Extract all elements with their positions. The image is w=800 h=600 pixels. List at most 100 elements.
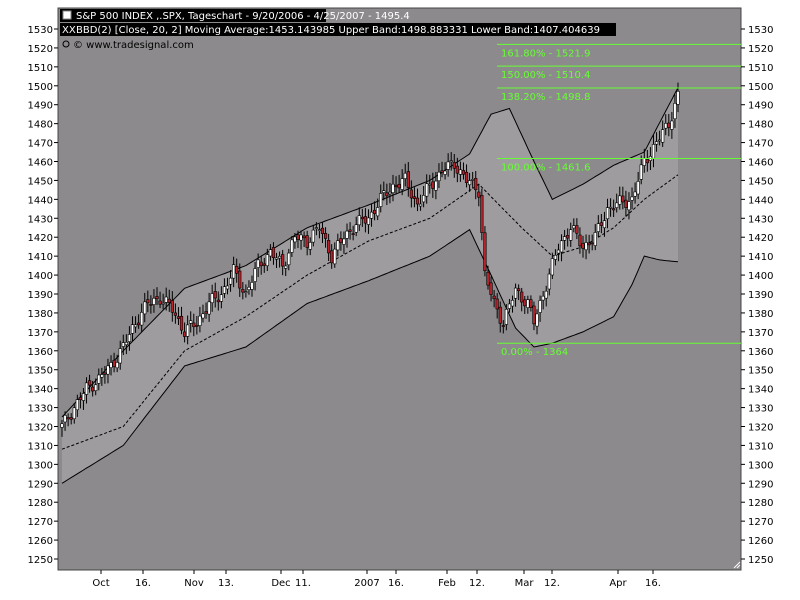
candle-body xyxy=(391,183,395,193)
y-tick-label-left: 1300 xyxy=(28,460,53,471)
candle-body xyxy=(504,308,508,325)
x-tick-label: 12. xyxy=(469,578,485,589)
candle-body xyxy=(363,216,368,224)
candle-body xyxy=(608,206,613,209)
candle-body xyxy=(676,91,680,105)
candle-body xyxy=(115,362,119,369)
candle-body xyxy=(75,399,79,411)
candle-body xyxy=(164,296,168,303)
y-tick-label-left: 1400 xyxy=(28,271,53,282)
candle-body xyxy=(440,170,444,173)
candle-body xyxy=(636,181,640,195)
candle-body xyxy=(130,324,135,334)
candle-body xyxy=(207,301,211,315)
candle-body xyxy=(538,300,542,313)
resize-grip-icon[interactable] xyxy=(733,561,741,569)
candle-body xyxy=(320,227,325,234)
y-tick-label-left: 1420 xyxy=(28,233,53,244)
candle-body xyxy=(161,302,165,305)
x-tick-label: Dec xyxy=(271,578,290,589)
x-tick-label: 16. xyxy=(645,578,661,589)
candle-body xyxy=(284,265,288,269)
y-tick-label-right: 1450 xyxy=(748,176,773,187)
candle-body xyxy=(464,171,469,183)
candle-body xyxy=(615,202,619,208)
candle-body xyxy=(314,227,318,229)
y-tick-label-right: 1530 xyxy=(748,25,773,36)
candle-body xyxy=(397,184,401,189)
candle-body xyxy=(155,296,159,300)
candle-body xyxy=(167,298,171,303)
candle-body xyxy=(418,203,423,207)
x-tick-label: 16. xyxy=(388,578,404,589)
candle-body xyxy=(232,264,236,279)
y-tick-label-right: 1460 xyxy=(748,158,773,169)
candle-body xyxy=(376,207,380,217)
candle-body xyxy=(474,178,478,191)
candle-body xyxy=(584,242,588,251)
candle-body xyxy=(311,229,315,243)
y-tick-label-left: 1280 xyxy=(28,498,53,509)
candle-body xyxy=(149,304,153,306)
candle-body xyxy=(158,300,162,305)
candle-body xyxy=(241,289,245,293)
candle-body xyxy=(452,162,456,169)
y-tick-label-left: 1510 xyxy=(28,63,53,74)
candle-body xyxy=(596,223,600,232)
candle-body xyxy=(547,273,551,290)
y-tick-label-right: 1420 xyxy=(748,233,773,244)
candle-body xyxy=(654,141,659,145)
candle-body xyxy=(553,254,558,260)
candle-body xyxy=(235,266,239,274)
candle-body xyxy=(544,290,548,299)
candle-body xyxy=(658,139,662,142)
candle-body xyxy=(523,299,527,307)
price-axis: 1250 1250 1260 1260 1270 1270 1280 1280 1290 1290… xyxy=(28,25,774,566)
candle-body xyxy=(428,183,432,186)
candle-body xyxy=(575,225,579,234)
candle-body xyxy=(605,207,610,220)
lower-band-line xyxy=(61,228,679,484)
candle-body xyxy=(317,229,322,231)
candle-body xyxy=(238,270,242,289)
candle-body xyxy=(176,316,181,319)
candle-body xyxy=(486,271,490,286)
candle-body xyxy=(483,232,487,272)
checkbox-icon[interactable] xyxy=(62,10,72,20)
y-tick-label-left: 1270 xyxy=(28,517,53,528)
y-tick-label-right: 1430 xyxy=(748,214,773,225)
x-tick-label: 12. xyxy=(544,578,560,589)
candle-body xyxy=(489,282,493,295)
candle-body xyxy=(133,324,138,328)
candle-body xyxy=(498,306,502,324)
candle-body xyxy=(296,234,300,240)
y-tick-label-left: 1500 xyxy=(28,82,53,93)
candle-body xyxy=(152,297,156,305)
candle-body xyxy=(109,362,113,368)
candle-body xyxy=(293,236,297,243)
y-tick-label-left: 1530 xyxy=(28,25,53,36)
candle-body xyxy=(124,342,128,346)
y-tick-label-right: 1250 xyxy=(748,555,773,566)
candle-body xyxy=(277,256,282,259)
fib-level-label: 100.00% - 1461.6 xyxy=(501,162,590,173)
candle-body xyxy=(244,291,248,293)
chart-title: S&P 500 INDEX ,.SPX, Tageschart - 9/20/2… xyxy=(76,11,410,22)
candle-body xyxy=(409,189,413,199)
candle-body xyxy=(327,239,331,254)
candle-body xyxy=(112,359,116,367)
candle-body xyxy=(198,315,202,326)
candle-body xyxy=(526,299,530,308)
candle-body xyxy=(415,197,420,205)
candle-body xyxy=(581,243,585,249)
y-tick-label-right: 1490 xyxy=(748,101,773,112)
candle-body xyxy=(449,160,453,163)
candle-body xyxy=(621,195,625,203)
candle-body xyxy=(305,235,309,248)
y-tick-label-left: 1290 xyxy=(28,479,53,490)
y-tick-label-right: 1390 xyxy=(748,290,773,301)
candle-body xyxy=(256,259,260,268)
copyright-icon xyxy=(62,40,70,48)
candle-body xyxy=(455,165,459,174)
candle-body xyxy=(471,179,475,181)
